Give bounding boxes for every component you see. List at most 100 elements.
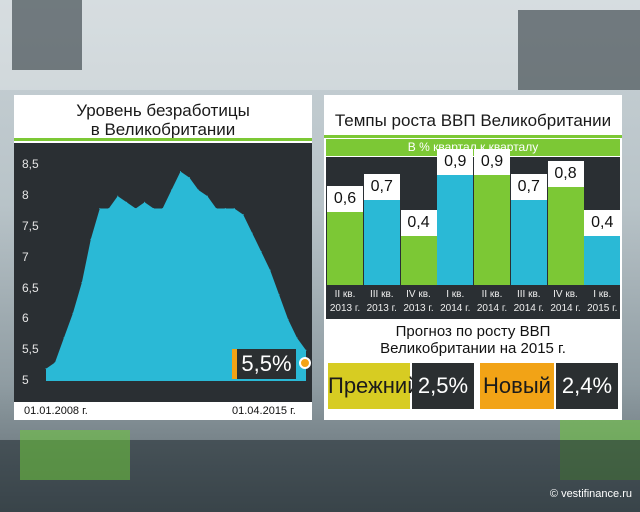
category-year: 2014 г. (440, 303, 471, 314)
unemployment-point (224, 207, 226, 209)
bar-column: 0,7 (510, 157, 547, 285)
y-tick-label: 7 (22, 249, 29, 264)
unemployment-area (46, 171, 306, 381)
bar-column: 0,9 (474, 149, 510, 285)
unemployment-point (287, 318, 289, 320)
current-value-dot (299, 357, 311, 369)
background-block (20, 430, 130, 480)
category-label: II кв. 2014 г. (474, 288, 510, 316)
gdp-bar (363, 199, 400, 285)
watermark: © vestifinance.ru (549, 488, 632, 500)
bar-value-label: 0,6 (327, 185, 363, 212)
unemployment-panel: Уровень безработицы в Великобритании 8,5… (14, 95, 312, 420)
unemployment-point (144, 201, 146, 203)
background-block (518, 10, 640, 90)
unemployment-point (197, 189, 199, 191)
y-tick-label: 5 (22, 373, 29, 387)
unemployment-point (242, 214, 244, 216)
unemployment-point (126, 201, 128, 203)
unemployment-point (206, 195, 208, 197)
unemployment-chart: 8,5 8 7,5 7 6,5 6 5,5 5 01.01.2008 г. 01.04.201… (14, 143, 312, 418)
unemployment-title-line1: Уровень безработицы (76, 101, 250, 120)
forecast-title: Прогноз по росту ВВП Великобритании на 2… (324, 323, 622, 357)
background-block (12, 0, 82, 70)
bar-column: 0,6 (327, 157, 363, 285)
bar-column: 0,9 (437, 149, 474, 285)
unemployment-point (153, 207, 155, 209)
gdp-bar (437, 175, 474, 285)
bar-column: 0,7 (363, 157, 400, 285)
bar-value-label: 0,7 (363, 173, 400, 200)
unemployment-point (233, 207, 235, 209)
title-underline (324, 135, 622, 138)
category-label: II кв. 2013 г. (327, 288, 363, 316)
bar-value-label: 0,4 (400, 210, 437, 237)
bar-value-label: 0,4 (584, 210, 621, 237)
y-tick-label: 7,5 (22, 218, 39, 233)
category-year: 2013 г. (403, 303, 434, 314)
gdp-panel: Темпы роста ВВП Великобритании В % кварт… (324, 95, 622, 420)
unemployment-title-line2: в Великобритании (90, 120, 236, 139)
unemployment-point (54, 362, 56, 364)
start-date-label: 01.01.2008 г. (20, 404, 92, 418)
category-quarter: I кв. (446, 289, 465, 300)
category-quarter: I кв. (593, 289, 612, 300)
unemployment-point (162, 207, 164, 209)
bar-value-label: 0,8 (547, 161, 584, 188)
unemployment-point (260, 251, 262, 253)
unemployment-point (171, 189, 173, 191)
bar-column: 0,4 (400, 157, 437, 285)
unemployment-point (63, 337, 65, 339)
unemployment-point (296, 337, 298, 339)
gdp-bar-chart: 0,6 0,7 0,4 0,9 0,9 0,7 0,8 0,4 (326, 149, 621, 285)
unemployment-point (188, 177, 190, 179)
y-tick-label: 5,5 (22, 342, 39, 357)
unemployment-point (215, 207, 217, 209)
category-label: III кв. 2014 г. (511, 288, 547, 316)
category-label: I кв. 2015 г. (584, 288, 620, 316)
gdp-bar (400, 236, 437, 285)
previous-forecast-value: 2,5% (412, 363, 474, 409)
bar-column: 0,4 (584, 157, 621, 285)
category-year: 2014 г. (513, 303, 544, 314)
gdp-bar (510, 199, 547, 285)
unemployment-point (90, 238, 92, 240)
unemployment-point (72, 312, 74, 314)
forecast-title-line1: Прогноз по росту ВВП (395, 323, 551, 340)
gdp-bar (327, 211, 363, 285)
current-value-badge: 5,5% (232, 349, 296, 379)
unemployment-point (135, 207, 137, 209)
gdp-bar (547, 187, 584, 285)
category-quarter: III кв. (369, 289, 394, 300)
category-year: 2014 г. (476, 303, 508, 314)
unemployment-point (278, 294, 280, 296)
category-quarter: III кв. (516, 289, 541, 300)
forecast-title-line2: Великобритании на 2015 г. (380, 340, 566, 357)
category-label: III кв. 2013 г. (364, 288, 400, 316)
unemployment-point (269, 269, 271, 271)
bar-column: 0,8 (547, 157, 584, 285)
category-year: 2013 г. (366, 303, 397, 314)
unemployment-point (251, 232, 253, 234)
gdp-title: Темпы роста ВВП Великобритании (334, 111, 612, 130)
bar-value-label: 0,7 (510, 173, 547, 200)
y-tick-label: 8,5 (22, 157, 39, 172)
end-date-label: 01.04.2015 г. (228, 404, 300, 418)
unemployment-point (179, 170, 181, 172)
y-tick-label: 6 (22, 311, 29, 326)
unemployment-title: Уровень безработицы в Великобритании (14, 101, 312, 139)
unemployment-point (108, 207, 110, 209)
unemployment-point (81, 281, 83, 283)
category-quarter: IV кв. (553, 289, 578, 300)
unemployment-point (45, 368, 47, 370)
bar-value-label: 0,9 (437, 149, 474, 176)
unemployment-area-svg (45, 170, 307, 381)
category-label: IV кв. 2013 г. (401, 288, 437, 316)
category-quarter: II кв. (334, 289, 356, 300)
category-year: 2015 г. (587, 303, 618, 314)
category-quarter: IV кв. (406, 289, 431, 300)
category-year: 2014 г. (550, 303, 581, 314)
unemployment-point (117, 195, 119, 197)
y-tick-label: 8 (22, 188, 29, 203)
unemployment-point (99, 207, 101, 209)
